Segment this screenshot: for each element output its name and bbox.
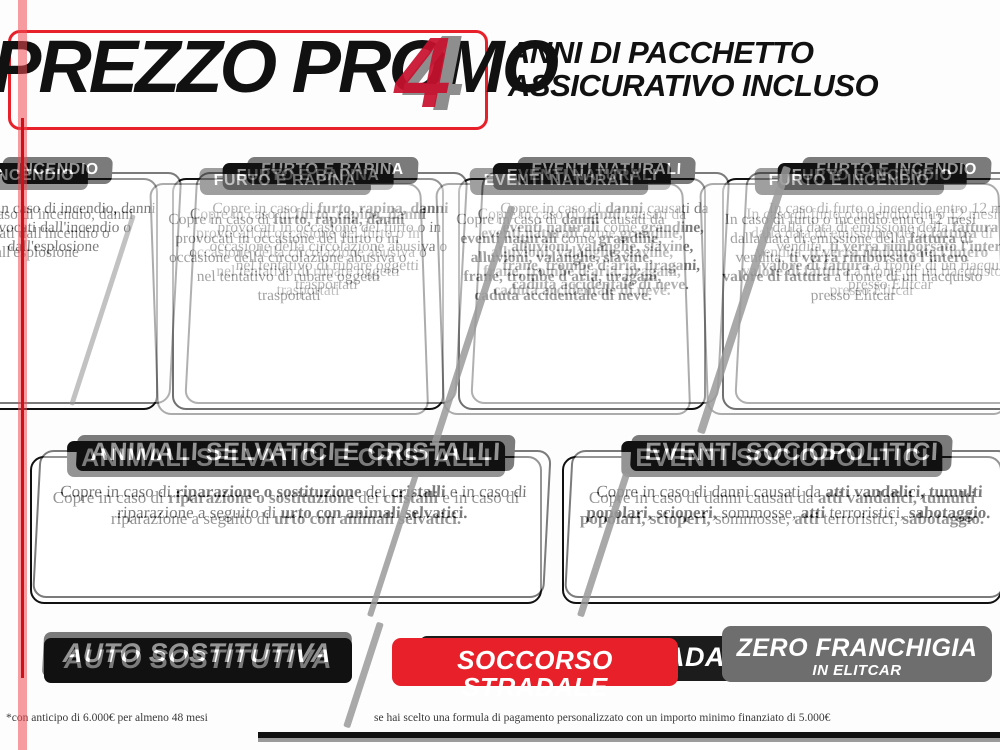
years-number-shadow: 4: [404, 12, 465, 133]
title-subtitle: ANNI DI PACCHETTO ASSICURATIVO INCLUSO: [508, 35, 879, 104]
card-animali-cristalli-title: ANIMALI SELVATICI E CRISTALLI: [67, 441, 505, 477]
badge-soccorso-stradale: SOCCORSO STRADALE: [392, 638, 678, 701]
card-eventi-naturali-header: EVENTI NATURALI: [492, 163, 672, 190]
badge-zero-franchigia: ZERO FRANCHIGIA IN ELITCAR: [722, 626, 992, 682]
card-furto-rapina: FURTO E RAPINA Copre in caso di furto, r…: [172, 163, 444, 410]
card-furto-rapina-header: FURTO E RAPINA: [222, 163, 394, 190]
card-animali-cristalli: ANIMALI SELVATICI E CRISTALLI Copre in c…: [30, 441, 542, 604]
card-animali-cristalli-header: ANIMALI SELVATICI E CRISTALLI: [67, 441, 505, 477]
title-frame: [8, 30, 488, 130]
card-eventi-naturali: EVENTI NATURALI Copre in caso di danni c…: [458, 163, 706, 410]
card-eventi-sociopolitici-title: EVENTI SOCIOPOLITICI: [621, 441, 943, 477]
subtitle-line-2: ASSICURATIVO INCLUSO: [508, 68, 879, 104]
card-furto-incendio-title: FURTO E INCENDIO: [777, 163, 967, 190]
card-furto-rapina-body: Copre in caso di furto, rapina, danni pr…: [189, 206, 427, 299]
artifact-red-bar-core: [21, 118, 24, 678]
badge-auto-sostitutiva: AUTO SOSTITUTIVA: [44, 638, 353, 683]
bottom-divider: [258, 738, 1000, 742]
card-incendio-header: INCENDIO: [0, 163, 89, 190]
page-title: PREZZO PROMO: [0, 25, 559, 108]
subtitle-line-1: ANNI DI PACCHETTO: [508, 35, 814, 70]
card-incendio-title: INCENDIO: [0, 163, 89, 190]
card-eventi-naturali-title: EVENTI NATURALI: [492, 163, 672, 190]
footnote-left: *con anticipo di 6.000€ per almeno 48 me…: [6, 712, 208, 724]
badge-zero-franchigia-sublabel: IN ELITCAR: [812, 662, 902, 680]
card-furto-rapina-title: FURTO E RAPINA: [222, 163, 394, 190]
card-furto-incendio-header: FURTO E INCENDIO: [777, 163, 967, 190]
card-furto-incendio-rimborso: FURTO E INCENDIO In caso di furto o ince…: [722, 163, 1000, 410]
badge-zero-franchigia-label: ZERO FRANCHIGIA: [736, 634, 978, 662]
bottom-divider-dark: [258, 732, 1000, 738]
footnote-right: se hai scelto una formula di pagamento p…: [374, 712, 831, 724]
card-eventi-sociopolitici-header: EVENTI SOCIOPOLITICI: [621, 441, 943, 477]
years-number: 4: [395, 17, 451, 129]
